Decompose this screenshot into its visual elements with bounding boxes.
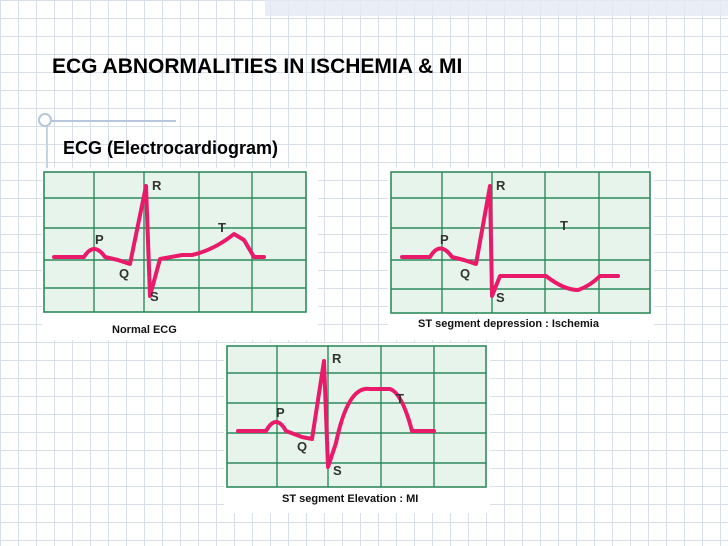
t-wave-label: T [218, 220, 227, 235]
ecg-grid-background [227, 346, 486, 487]
p-wave-label: P [276, 405, 286, 420]
ecg-grid-background [44, 172, 306, 312]
q-wave-label: Q [297, 439, 308, 454]
normal-ecg-figure: P Q R S T Normal ECG [42, 168, 318, 340]
p-wave-label: P [95, 232, 105, 247]
normal-ecg-caption: Normal ECG [112, 324, 177, 336]
ecg-trace [236, 359, 436, 469]
decorative-rule [46, 120, 176, 122]
s-wave-label: S [333, 463, 343, 478]
r-wave-label: R [496, 178, 506, 193]
ecg-grid-lines [44, 172, 306, 312]
t-wave-label: T [560, 218, 569, 233]
st-elevation-caption: ST segment Elevation : MI [282, 493, 419, 505]
t-wave-label: T [396, 391, 405, 406]
s-wave-label: S [150, 289, 160, 304]
q-wave-label: Q [460, 266, 471, 281]
r-wave-label: R [152, 178, 162, 193]
q-wave-label: Q [119, 266, 130, 281]
st-elevation-graph: P Q R S T [226, 345, 487, 488]
st-depression-caption: ST segment depression : Ischemia [418, 318, 599, 330]
slide-subtitle: ECG (Electrocardiogram) [63, 138, 279, 158]
ecg-grid-border [390, 171, 651, 314]
ecg-grid-border [43, 171, 307, 313]
top-accent-band [265, 0, 728, 16]
ecg-grid-background [391, 172, 650, 313]
st-depression-graph: P Q R S T [390, 171, 651, 314]
st-depression-figure: P Q R S T ST segment depression : Ischem… [388, 168, 654, 340]
ecg-trace [400, 184, 620, 298]
decorative-ring [38, 113, 52, 127]
st-elevation-figure: P Q R S T ST segment Elevation : MI [224, 343, 490, 513]
normal-ecg-graph: P Q R S T [43, 171, 307, 313]
s-wave-label: S [496, 290, 506, 305]
slide-title: ECG ABNORMALITIES IN ISCHEMIA & MI [52, 55, 463, 78]
ecg-grid-border [226, 345, 487, 488]
ecg-trace [52, 184, 266, 298]
r-wave-label: R [332, 351, 342, 366]
p-wave-label: P [440, 232, 450, 247]
